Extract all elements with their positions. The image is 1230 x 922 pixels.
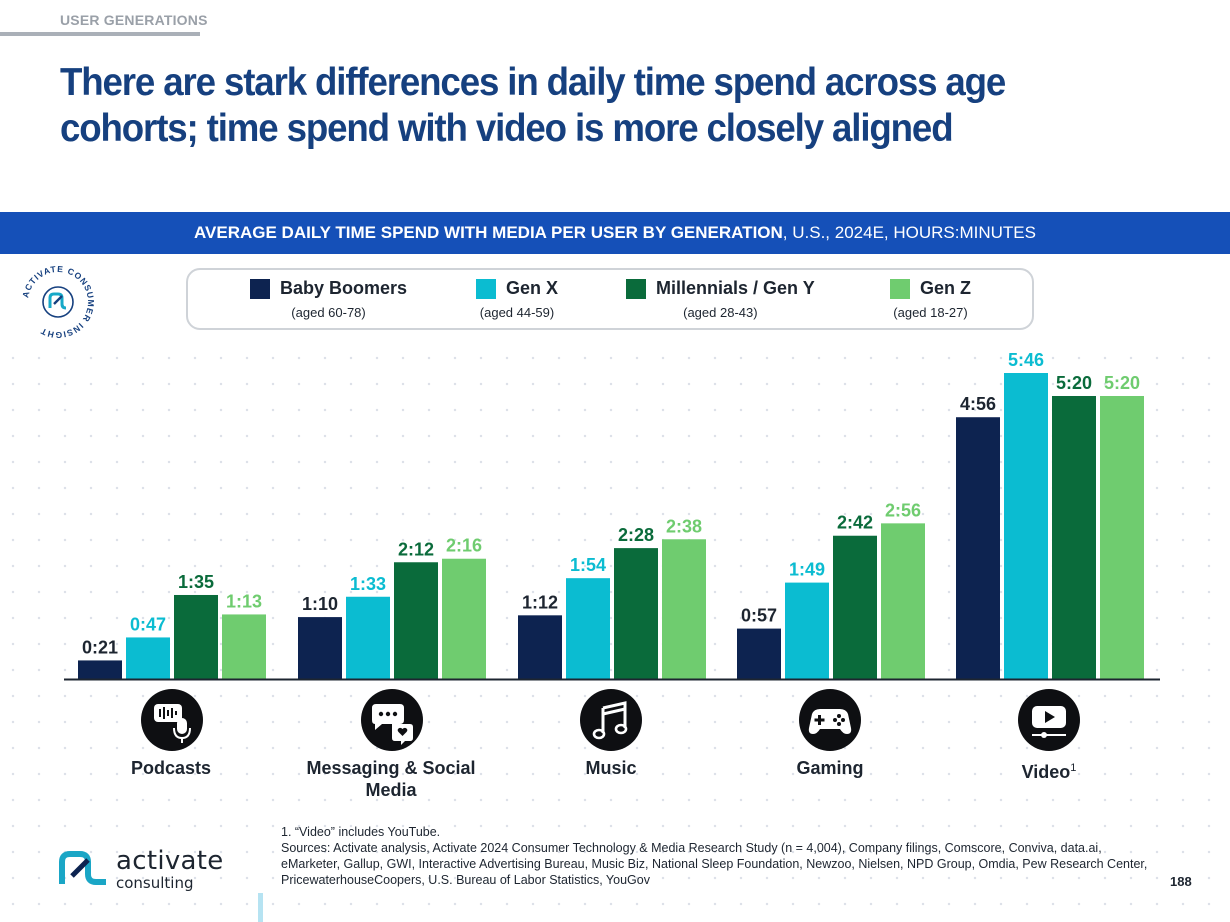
legend-item-gen-x: Gen X (aged 44-59) <box>476 278 558 320</box>
data-label-podcasts-baby-boomers: 0:21 <box>82 637 118 657</box>
data-label-video-gen-x: 5:46 <box>1008 350 1044 370</box>
bar-video-gen-z <box>1100 395 1144 679</box>
category-label-podcasts: Podcasts <box>130 758 212 778</box>
bar-video-gen-x <box>1004 373 1048 679</box>
bar-messaging-baby-boomers <box>298 617 342 679</box>
activate-logo: activate consulting <box>58 846 238 892</box>
chart-title-banner: AVERAGE DAILY TIME SPEND WITH MEDIA PER … <box>0 212 1230 254</box>
page-title: There are stark differences in daily tim… <box>60 61 1006 150</box>
data-label-video-baby-boomers: 4:56 <box>960 394 996 414</box>
chart-legend: Baby Boomers (aged 60-78) Gen X (aged 44… <box>186 268 1034 330</box>
data-label-video-millennials: 5:20 <box>1056 373 1092 393</box>
legend-name: Baby Boomers <box>280 278 408 298</box>
music-note-icon <box>580 689 642 751</box>
data-label-gaming-millennials: 2:42 <box>837 513 873 533</box>
legend-age: (aged 60-78) <box>291 305 366 320</box>
gamepad-icon <box>799 689 861 751</box>
category-label-music: Music <box>585 758 637 778</box>
bar-video-millennials <box>1052 395 1096 679</box>
data-label-gaming-gen-z: 2:56 <box>885 500 921 520</box>
category-label-messaging: Messaging & Social Media <box>306 758 476 800</box>
legend-item-gen-z: Gen Z (aged 18-27) <box>890 278 971 320</box>
logo-word-consulting: consulting <box>116 874 194 892</box>
bar-gaming-gen-z <box>881 523 925 679</box>
legend-age: (aged 44-59) <box>479 305 555 320</box>
bar-messaging-gen-z <box>442 558 486 679</box>
logo-word-activate: activate <box>116 846 224 876</box>
legend-name: Gen Z <box>920 278 972 298</box>
data-label-podcasts-millennials: 1:35 <box>178 572 214 592</box>
legend-swatch <box>250 278 270 299</box>
bar-music-gen-z <box>662 539 706 679</box>
bar-podcasts-baby-boomers <box>78 660 122 679</box>
podcast-mic-icon <box>141 689 203 751</box>
bar-music-gen-x <box>566 578 610 679</box>
bar-podcasts-millennials <box>174 594 218 679</box>
data-label-podcasts-gen-x: 0:47 <box>130 614 166 634</box>
bar-gaming-millennials <box>833 535 877 679</box>
footnote-note: 1. “Video” includes YouTube. <box>281 825 441 839</box>
data-label-messaging-millennials: 2:12 <box>398 539 434 559</box>
data-label-music-baby-boomers: 1:12 <box>522 592 558 612</box>
bar-messaging-millennials <box>394 562 438 679</box>
footnote-sources: Sources: Activate analysis, Activate 202… <box>281 841 1148 887</box>
chat-bubbles-icon <box>361 689 423 751</box>
legend-swatch <box>890 278 910 299</box>
data-label-gaming-gen-x: 1:49 <box>789 560 825 580</box>
legend-age: (aged 18-27) <box>893 305 968 320</box>
data-label-music-millennials: 2:28 <box>618 525 654 545</box>
legend-swatch <box>476 278 496 299</box>
data-label-gaming-baby-boomers: 0:57 <box>741 606 777 626</box>
legend-swatch <box>626 278 646 299</box>
video-play-icon <box>1018 689 1080 751</box>
bar-podcasts-gen-x <box>126 637 170 679</box>
bar-music-millennials <box>614 548 658 679</box>
data-label-messaging-gen-x: 1:33 <box>350 574 386 594</box>
legend-age: (aged 28-43) <box>683 305 758 320</box>
category-label-video: Video1 <box>959 757 1139 783</box>
banner-bold-text: AVERAGE DAILY TIME SPEND WITH MEDIA PER … <box>194 223 783 242</box>
bar-podcasts-gen-z <box>222 614 266 679</box>
page-number: 188 <box>1170 874 1192 889</box>
bar-messaging-gen-x <box>346 596 390 679</box>
bar-gaming-gen-x <box>785 582 829 679</box>
bar-gaming-baby-boomers <box>737 628 781 679</box>
legend-item-baby-boomers: Baby Boomers (aged 60-78) <box>250 278 407 320</box>
section-label: USER GENERATIONS <box>60 12 208 28</box>
bar-video-baby-boomers <box>956 417 1000 679</box>
accent-edge-bar <box>258 893 263 922</box>
data-label-music-gen-x: 1:54 <box>570 555 606 575</box>
data-label-video-gen-z: 5:20 <box>1104 373 1140 393</box>
footnote: 1. “Video” includes YouTube. Sources: Ac… <box>281 824 1161 888</box>
bar-music-baby-boomers <box>518 615 562 679</box>
data-label-messaging-gen-z: 2:16 <box>446 536 482 556</box>
activate-logo-mark-icon <box>59 851 106 885</box>
footnote-marker: 1 <box>1070 762 1077 774</box>
activate-consumer-insight-badge: ACTIVATE CONSUMER INSIGHT <box>20 264 95 340</box>
legend-name: Gen X <box>506 278 559 298</box>
legend-item-millennials: Millennials / Gen Y (aged 28-43) <box>626 278 815 320</box>
section-rule <box>0 32 200 36</box>
category-label-gaming: Gaming <box>796 758 864 778</box>
banner-rest-text: , U.S., 2024E, HOURS:MINUTES <box>782 223 1036 242</box>
data-label-podcasts-gen-z: 1:13 <box>226 591 262 611</box>
legend-name: Millennials / Gen Y <box>656 278 815 298</box>
data-label-messaging-baby-boomers: 1:10 <box>302 594 338 614</box>
data-label-music-gen-z: 2:38 <box>666 516 702 536</box>
category-label-video-text: Video <box>1021 762 1071 782</box>
